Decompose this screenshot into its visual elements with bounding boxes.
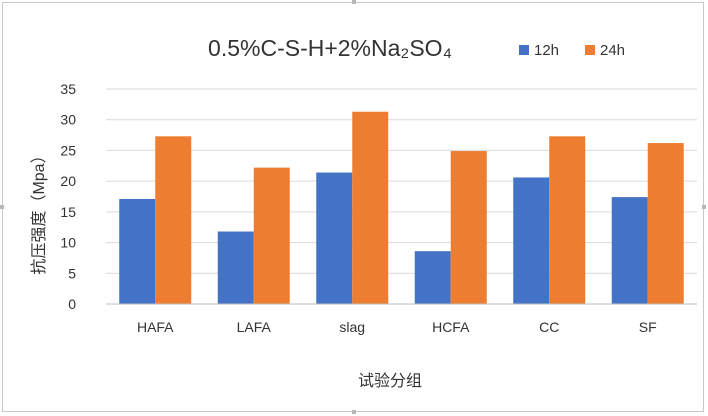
bar-12h-hcfa <box>414 251 451 304</box>
x-tick-label: SF <box>639 319 657 335</box>
chart-title: 0.5%C-S-H+2%Na₂SO₄ <box>208 35 452 61</box>
y-tick-label: 0 <box>68 296 76 312</box>
bar-12h-lafa <box>217 231 254 304</box>
y-tick-label: 5 <box>68 265 76 281</box>
x-tick-label: slag <box>339 319 365 335</box>
legend-swatch-12h <box>519 45 529 55</box>
legend-label: 12h <box>534 42 559 59</box>
bar-12h-slag <box>316 172 353 304</box>
bars <box>119 111 684 304</box>
legend-swatch-24h <box>585 45 595 55</box>
x-tick-label: HAFA <box>137 319 174 335</box>
bar-24h-hcfa <box>450 151 487 304</box>
gridlines <box>106 88 697 274</box>
y-tick-label: 10 <box>60 235 76 251</box>
y-tick-label: 15 <box>60 204 76 220</box>
legend-label: 24h <box>600 42 625 59</box>
bar-12h-hafa <box>119 198 156 304</box>
x-axis-ticks: HAFA LAFA slag HCFA CC SF <box>137 319 657 335</box>
bar-12h-cc <box>513 177 550 304</box>
legend: 12h 24h <box>519 42 625 59</box>
x-axis-title: 试验分组 <box>358 372 422 390</box>
resize-handle[interactable] <box>0 205 4 209</box>
resize-handle[interactable] <box>352 0 356 4</box>
y-tick-label: 30 <box>60 112 76 128</box>
bar-24h-hafa <box>155 136 192 304</box>
bar-24h-slag <box>352 111 389 304</box>
x-tick-label: CC <box>539 319 559 335</box>
x-tick-label: HCFA <box>432 319 470 335</box>
y-tick-label: 20 <box>60 173 76 189</box>
bar-24h-cc <box>549 136 586 304</box>
resize-handle[interactable] <box>702 205 706 209</box>
x-tick-label: LAFA <box>237 319 272 335</box>
y-tick-label: 35 <box>60 81 76 97</box>
bar-24h-lafa <box>253 167 290 304</box>
y-tick-label: 25 <box>60 142 76 158</box>
resize-handle[interactable] <box>352 410 356 414</box>
y-axis-ticks: 0 5 10 15 20 25 30 35 <box>60 81 76 312</box>
bar-24h-sf <box>647 143 684 304</box>
bar-12h-sf <box>611 197 648 304</box>
y-axis-title: 抗压强度（Mpa） <box>30 147 48 274</box>
